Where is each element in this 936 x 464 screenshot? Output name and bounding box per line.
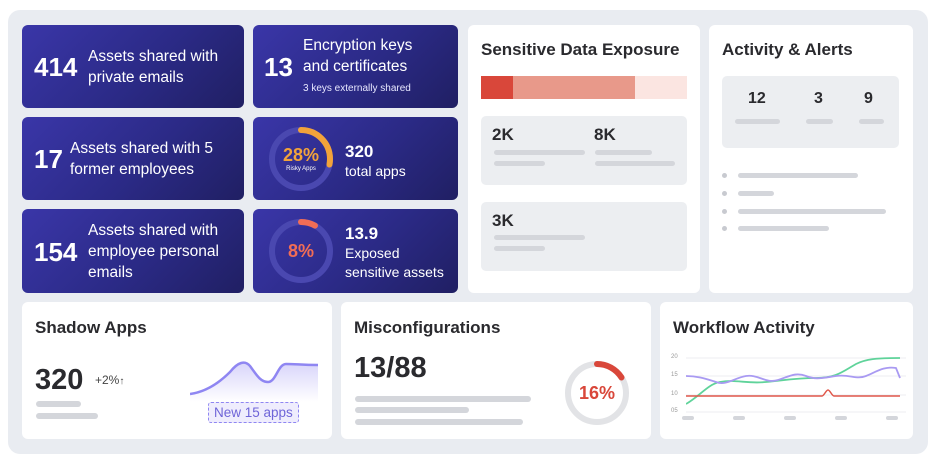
placeholder-line bbox=[355, 419, 523, 425]
apps-label: total apps bbox=[345, 163, 406, 179]
card-title: Misconfigurations bbox=[354, 318, 501, 337]
alert-stat: 12 bbox=[748, 90, 766, 107]
card-title: Workflow Activity bbox=[673, 318, 815, 337]
arrow-up-icon: ↑ bbox=[119, 376, 125, 387]
alert-stat: 9 bbox=[864, 90, 873, 107]
workflow-chart bbox=[686, 357, 906, 413]
card-title: Sensitive Data Exposure bbox=[481, 40, 680, 59]
exposure-bar-segment-low bbox=[635, 76, 687, 99]
tile-risky-apps[interactable]: 28% Risky Apps 320 total apps bbox=[253, 117, 458, 200]
exposed-label: Exposed sensitive assets bbox=[345, 245, 444, 280]
exposed-ring bbox=[269, 219, 333, 283]
exposure-bar-segment-medium bbox=[512, 76, 636, 99]
y-tick: 05 bbox=[671, 408, 678, 414]
list-item bbox=[738, 173, 858, 178]
y-tick: 15 bbox=[671, 372, 678, 378]
placeholder-line bbox=[735, 119, 780, 124]
list-bullet bbox=[722, 191, 727, 196]
risky-apps-ring-label: Risky Apps bbox=[286, 166, 316, 172]
stat-a: 2K bbox=[492, 125, 514, 144]
placeholder-line bbox=[859, 119, 884, 124]
exposure-detail-box: 3K bbox=[481, 202, 687, 271]
tile-encryption[interactable]: 13 Encryption keys and certificates 3 ke… bbox=[253, 25, 458, 108]
misconfig-value: 13/88 bbox=[354, 352, 427, 384]
shadow-apps-value: 320 bbox=[35, 364, 84, 396]
list-item bbox=[738, 191, 774, 196]
sensitive-data-card[interactable]: Sensitive Data Exposure 2K 8K 3K bbox=[468, 25, 700, 293]
misconfigurations-card[interactable]: Misconfigurations 13/88 16% bbox=[341, 302, 651, 439]
tile-label: Assets shared with employee personal ema… bbox=[88, 222, 219, 281]
placeholder-line bbox=[806, 119, 833, 124]
y-tick: 20 bbox=[671, 354, 678, 360]
risky-apps-ring bbox=[269, 127, 333, 191]
stat-b: 8K bbox=[594, 125, 616, 144]
activity-alerts-card[interactable]: Activity & Alerts 12 3 9 bbox=[709, 25, 913, 293]
exposed-count: 13.9 bbox=[345, 224, 379, 243]
tile-private-emails[interactable]: 414 Assets shared with private emails bbox=[22, 25, 244, 108]
exposure-bar bbox=[481, 76, 687, 99]
shadow-apps-card[interactable]: Shadow Apps 320 +2%↑ New 15 apps bbox=[22, 302, 332, 439]
exposed-percent: 8% bbox=[287, 241, 314, 261]
placeholder-line bbox=[494, 150, 585, 155]
x-tick-placeholder bbox=[886, 416, 898, 420]
tile-count: 17 bbox=[34, 144, 63, 174]
misconfig-ring bbox=[565, 361, 629, 425]
list-item bbox=[738, 209, 886, 214]
tile-former-employees[interactable]: 17 Assets shared with 5 former employees bbox=[22, 117, 244, 200]
tile-label: Assets shared with 5 former employees bbox=[70, 140, 214, 178]
placeholder-line bbox=[494, 161, 545, 166]
tile-personal-emails[interactable]: 154 Assets shared with employee personal… bbox=[22, 209, 244, 293]
placeholder-line bbox=[494, 246, 545, 251]
list-bullet bbox=[722, 226, 727, 231]
placeholder-line bbox=[355, 407, 469, 413]
tile-label: Assets shared with private emails bbox=[88, 48, 219, 86]
exposure-stats-box: 2K 8K bbox=[481, 116, 687, 185]
tile-count: 13 bbox=[264, 52, 293, 82]
risky-apps-percent: 28% bbox=[282, 145, 320, 165]
x-tick-placeholder bbox=[784, 416, 796, 420]
tile-exposed-assets[interactable]: 8% 13.9 Exposed sensitive assets bbox=[253, 209, 458, 293]
placeholder-line bbox=[595, 161, 675, 166]
placeholder-line bbox=[595, 150, 652, 155]
list-bullet bbox=[722, 173, 727, 178]
placeholder-line bbox=[36, 401, 81, 407]
x-tick-placeholder bbox=[682, 416, 694, 420]
card-title: Activity & Alerts bbox=[722, 40, 853, 59]
tile-count: 414 bbox=[34, 52, 78, 82]
misconfig-percent: 16% bbox=[578, 383, 616, 403]
stat-c: 3K bbox=[492, 211, 514, 230]
x-tick-placeholder bbox=[733, 416, 745, 420]
workflow-activity-card[interactable]: Workflow Activity 20 15 10 05 bbox=[660, 302, 913, 439]
new-apps-badge[interactable]: New 15 apps bbox=[208, 402, 299, 423]
shadow-apps-change: +2%↑ bbox=[95, 373, 125, 387]
alert-stat: 3 bbox=[814, 90, 823, 107]
list-item bbox=[738, 226, 829, 231]
exposure-bar-segment-high bbox=[481, 76, 513, 99]
apps-count: 320 bbox=[345, 142, 374, 161]
placeholder-line bbox=[494, 235, 585, 240]
shadow-apps-sparkline bbox=[190, 361, 319, 402]
card-title: Shadow Apps bbox=[35, 318, 147, 337]
list-bullet bbox=[722, 209, 727, 214]
tile-label: Encryption keys and certificates bbox=[303, 37, 413, 75]
placeholder-line bbox=[36, 413, 98, 419]
tile-count: 154 bbox=[34, 237, 78, 267]
x-tick-placeholder bbox=[835, 416, 847, 420]
y-tick: 10 bbox=[671, 391, 678, 397]
tile-subtext: 3 keys externally shared bbox=[303, 83, 411, 94]
placeholder-line bbox=[355, 396, 531, 402]
alerts-stats-box: 12 3 9 bbox=[722, 76, 899, 148]
